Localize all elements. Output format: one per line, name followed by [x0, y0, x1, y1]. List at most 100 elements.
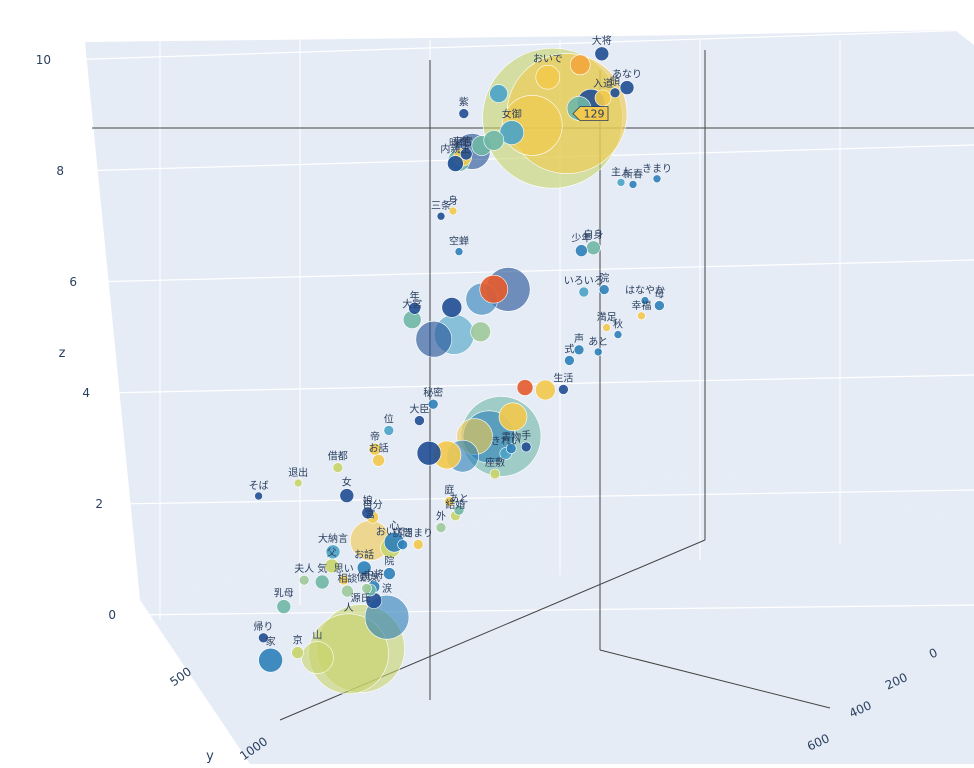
- data-point[interactable]: [341, 584, 354, 598]
- point-label: 書物: [501, 431, 521, 444]
- data-point[interactable]: [602, 323, 611, 332]
- data-point[interactable]: [483, 130, 505, 151]
- data-point[interactable]: [535, 64, 561, 90]
- point-label: 大将: [592, 34, 612, 47]
- data-point[interactable]: [613, 330, 623, 339]
- data-point[interactable]: [453, 504, 465, 516]
- data-point[interactable]: [338, 574, 350, 586]
- data-point[interactable]: [479, 274, 509, 304]
- data-point[interactable]: [575, 244, 588, 257]
- data-point[interactable]: [594, 46, 610, 62]
- data-point[interactable]: [447, 155, 464, 172]
- data-point[interactable]: [383, 425, 395, 436]
- data-point[interactable]: [339, 488, 355, 503]
- data-point[interactable]: [314, 574, 330, 590]
- data-point[interactable]: [619, 80, 635, 95]
- data-point[interactable]: [558, 384, 569, 395]
- point-label: 宮: [365, 508, 375, 521]
- point-label: 女: [342, 476, 352, 489]
- data-point[interactable]: [569, 54, 591, 76]
- data-point[interactable]: [258, 647, 283, 673]
- points-layer[interactable]: [254, 46, 665, 695]
- z-grid-line: [62, 29, 974, 61]
- point-label: そば: [249, 480, 269, 492]
- point-label: 自身: [583, 228, 603, 241]
- data-point[interactable]: [293, 478, 303, 488]
- z-axis-title: z: [59, 346, 66, 361]
- data-point[interactable]: [458, 108, 470, 119]
- grid-layer: [62, 29, 974, 620]
- data-point[interactable]: [415, 320, 453, 358]
- data-point[interactable]: [637, 311, 646, 321]
- data-point[interactable]: [505, 443, 517, 454]
- data-point[interactable]: [520, 441, 532, 453]
- point-label: 院: [384, 555, 394, 568]
- data-point[interactable]: [332, 462, 344, 473]
- data-point[interactable]: [361, 583, 372, 594]
- point-label: 京: [293, 634, 303, 647]
- point-label: 満足: [597, 312, 617, 324]
- data-point[interactable]: [654, 300, 665, 311]
- hover-tooltip: [572, 106, 609, 121]
- box-edge-floor-x: [599, 649, 831, 709]
- data-point[interactable]: [361, 506, 375, 520]
- data-point[interactable]: [372, 454, 385, 467]
- point-label: お話: [369, 441, 389, 454]
- data-point[interactable]: [454, 247, 464, 256]
- data-point[interactable]: [427, 398, 439, 410]
- data-point[interactable]: [408, 301, 421, 315]
- data-point[interactable]: [489, 468, 501, 480]
- data-point[interactable]: [416, 440, 442, 466]
- data-point[interactable]: [254, 491, 263, 501]
- data-point[interactable]: [435, 522, 447, 533]
- data-point[interactable]: [616, 178, 626, 187]
- data-point[interactable]: [258, 632, 269, 644]
- z-grid-line: [88, 259, 974, 283]
- data-point[interactable]: [444, 496, 455, 507]
- point-label: 気: [317, 562, 327, 575]
- data-point[interactable]: [383, 567, 396, 580]
- data-point[interactable]: [498, 402, 528, 432]
- data-point[interactable]: [291, 646, 304, 659]
- data-point[interactable]: [276, 599, 292, 614]
- data-point[interactable]: [412, 539, 424, 550]
- data-point[interactable]: [414, 415, 425, 426]
- data-point[interactable]: [301, 641, 334, 674]
- data-point[interactable]: [598, 284, 610, 295]
- data-point[interactable]: [640, 296, 650, 305]
- data-point[interactable]: [578, 286, 590, 298]
- data-point[interactable]: [459, 147, 473, 161]
- data-point[interactable]: [298, 574, 310, 586]
- data-point[interactable]: [448, 206, 458, 216]
- data-point[interactable]: [609, 87, 621, 99]
- point-label: はなやか: [625, 285, 665, 297]
- point-label: 思い: [334, 563, 354, 575]
- data-point[interactable]: [593, 347, 603, 357]
- data-point[interactable]: [573, 344, 585, 356]
- z-tick-label: 0: [108, 608, 116, 622]
- data-point[interactable]: [436, 211, 446, 221]
- data-point[interactable]: [535, 379, 556, 401]
- data-point[interactable]: [652, 174, 662, 184]
- data-point[interactable]: [489, 84, 508, 103]
- point-label: あなり: [612, 69, 642, 81]
- point-label: 頭: [610, 76, 620, 88]
- point-label: 自分: [363, 498, 383, 511]
- data-point[interactable]: [368, 442, 382, 456]
- data-point[interactable]: [441, 297, 463, 318]
- data-point[interactable]: [628, 180, 638, 189]
- data-point[interactable]: [594, 89, 612, 107]
- point-label: 紫: [459, 97, 469, 109]
- data-point[interactable]: [564, 355, 575, 366]
- point-label: 生活: [553, 371, 573, 384]
- data-point[interactable]: [470, 321, 491, 343]
- data-point[interactable]: [397, 539, 408, 551]
- point-label: 主人: [611, 166, 631, 178]
- hover-layer: 129: [572, 106, 609, 121]
- point-label: 結婚: [445, 498, 465, 511]
- data-point[interactable]: [356, 560, 372, 576]
- data-point[interactable]: [516, 379, 534, 396]
- data-point[interactable]: [325, 544, 341, 560]
